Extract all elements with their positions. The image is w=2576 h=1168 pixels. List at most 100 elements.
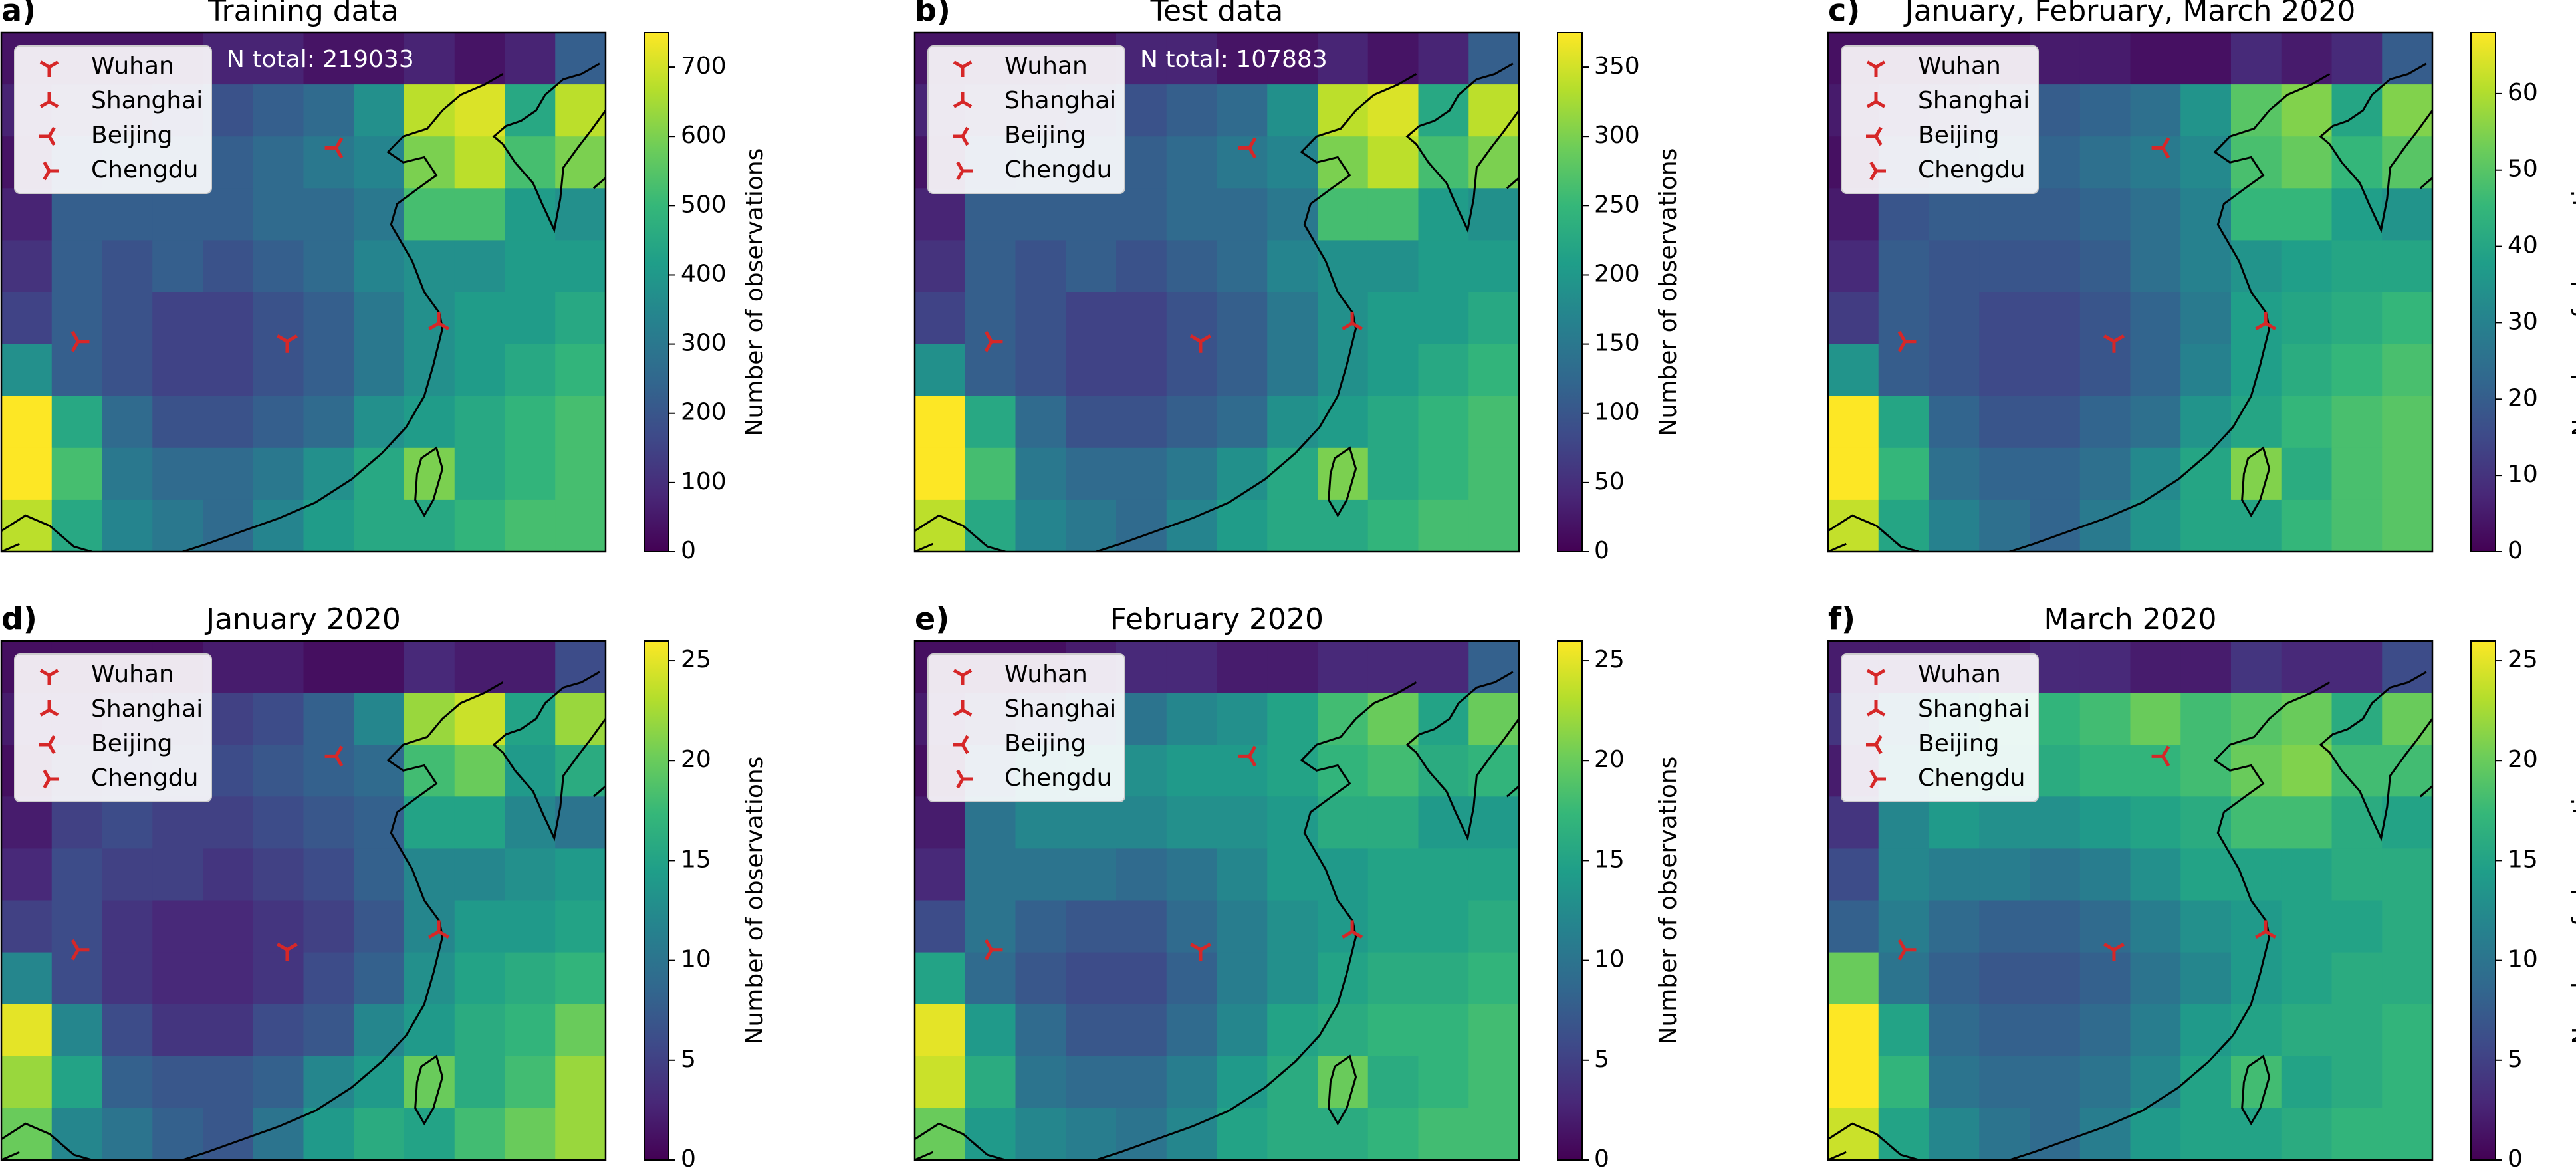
heatmap-cell <box>1066 900 1117 953</box>
heatmap-cell <box>1 796 53 849</box>
heatmap-cell <box>1166 344 1218 397</box>
colorbar-tick-label: 25 <box>681 646 711 673</box>
heatmap-cell <box>2281 693 2333 745</box>
heatmap-cell <box>2231 1004 2282 1057</box>
heatmap-cell <box>555 693 606 745</box>
heatmap-cell <box>1367 1108 1419 1160</box>
heatmap-cell <box>505 1056 556 1109</box>
heatmap-cell <box>51 292 103 345</box>
heatmap-cell <box>1166 1108 1218 1160</box>
heatmap-cell <box>915 188 966 241</box>
heatmap-cell <box>303 344 354 397</box>
heatmap-cell <box>1116 344 1167 397</box>
heatmap-cell <box>2281 900 2333 953</box>
heatmap-cell <box>1217 33 1268 85</box>
heatmap-cell <box>1116 900 1167 953</box>
heatmap-cell <box>454 240 506 292</box>
colorbar-tick-label: 300 <box>1594 122 1640 149</box>
legend-label: Wuhan <box>91 661 174 688</box>
colorbar-label: Number of observations <box>1655 148 1682 437</box>
heatmap-cell <box>1929 396 1980 449</box>
heatmap-cell <box>1217 693 1268 745</box>
panel: d) January 2020 Wuhan Shanghai Beijing Chengd… <box>0 601 768 1168</box>
heatmap-cell <box>2382 1004 2432 1057</box>
heatmap-cell <box>1468 240 1519 292</box>
heatmap-cell <box>1 1056 53 1109</box>
heatmap-cell <box>915 1004 966 1057</box>
colorbar-tick-label: 0 <box>2508 1145 2523 1168</box>
heatmap-cell <box>1418 447 1469 501</box>
heatmap-cell <box>1828 900 1879 953</box>
legend-marker <box>1866 92 1886 108</box>
heatmap-cell <box>253 1108 304 1160</box>
heatmap-cell <box>1166 33 1218 85</box>
heatmap-cell <box>1217 1108 1268 1160</box>
axes-frame <box>0 31 607 553</box>
heatmap-cell <box>454 188 506 241</box>
heatmap-cell <box>51 1056 103 1109</box>
heatmap-cell <box>1878 344 1930 397</box>
heatmap-cell <box>2382 188 2432 241</box>
heatmap-cell <box>2030 499 2081 552</box>
heatmap-cell <box>2030 900 2081 953</box>
heatmap-cell <box>1367 848 1419 901</box>
colorbar-tick-label: 50 <box>1594 468 1625 495</box>
heatmap-cell <box>303 136 354 189</box>
heatmap-cell <box>303 796 354 849</box>
heatmap-cell <box>1166 84 1218 137</box>
heatmap-cell <box>2130 1108 2181 1160</box>
heatmap-cell <box>2030 952 2081 1005</box>
heatmap-cell <box>454 796 506 849</box>
heatmap-cell <box>1979 1056 2030 1109</box>
legend-box <box>1841 45 2039 194</box>
colorbar-tick-label: 350 <box>1594 53 1640 80</box>
panel-title: January 2020 <box>204 602 401 636</box>
heatmap-cell <box>1367 952 1419 1005</box>
heatmap-cell <box>965 952 1016 1005</box>
heatmap-cell <box>253 344 304 397</box>
heatmap-cell <box>1367 136 1419 189</box>
heatmap-cell <box>1267 1108 1318 1160</box>
heatmap-cell <box>1929 848 1980 901</box>
heatmap-cell <box>2382 693 2432 745</box>
heatmap-cell <box>303 292 354 345</box>
colorbar <box>2470 640 2496 1161</box>
heatmap-cell <box>2030 240 2081 292</box>
heatmap-cell <box>915 900 966 953</box>
city-marker <box>1897 939 1917 961</box>
heatmap-cell <box>303 396 354 449</box>
axes-frame <box>0 640 607 1161</box>
colorbar-tick-label: 60 <box>2508 79 2538 106</box>
legend-label: Chengdu <box>1918 764 2025 792</box>
legend-marker <box>39 60 59 77</box>
city-marker <box>70 330 90 352</box>
heatmap-cell <box>1367 796 1419 849</box>
heatmap-cell <box>454 499 506 552</box>
heatmap-cell <box>354 84 405 137</box>
legend-label: Beijing <box>1918 730 2000 757</box>
heatmap-cell <box>51 240 103 292</box>
heatmap-cell <box>555 84 606 137</box>
legend-label: Shanghai <box>1004 87 1116 114</box>
heatmap-cell <box>2281 344 2333 397</box>
axes-frame <box>913 640 1520 1161</box>
heatmap-cell <box>253 499 304 552</box>
heatmap-cell <box>1418 952 1469 1005</box>
city-marker <box>1342 920 1363 939</box>
heatmap-cell <box>1468 1004 1519 1057</box>
heatmap-cell <box>152 447 203 501</box>
heatmap-cell <box>1828 344 1879 397</box>
heatmap-cell <box>965 240 1016 292</box>
heatmap-cell <box>1929 499 1980 552</box>
heatmap-cell <box>1066 1056 1117 1109</box>
heatmap-cell <box>2281 952 2333 1005</box>
heatmap-cell <box>2331 641 2383 693</box>
heatmap-cell <box>1217 1004 1268 1057</box>
heatmap-cell <box>454 1056 506 1109</box>
heatmap-cell <box>1 952 53 1005</box>
heatmap-cell <box>965 344 1016 397</box>
heatmap-cell <box>505 900 556 953</box>
heatmap-cell <box>1066 499 1117 552</box>
heatmap-cell <box>915 952 966 1005</box>
legend-marker <box>1866 60 1886 77</box>
